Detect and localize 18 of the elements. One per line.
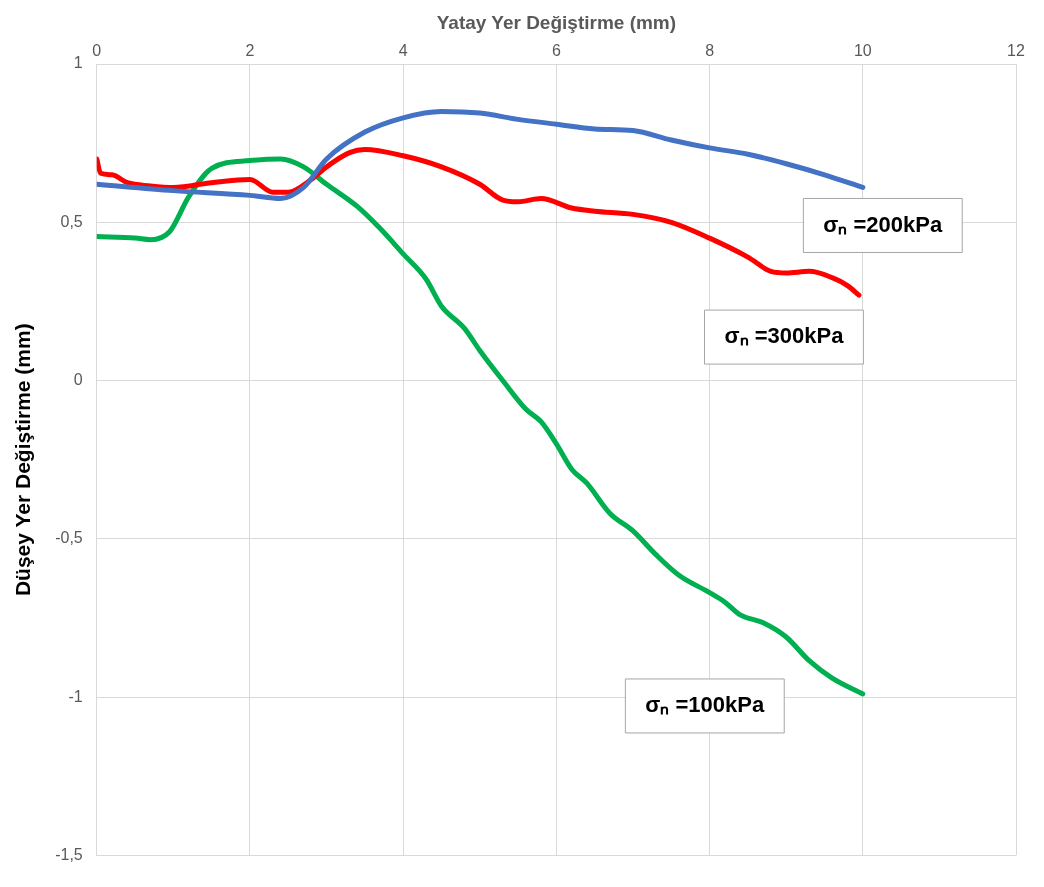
x-tick-label: 4 [398,41,408,59]
x-tick-label: 0 [92,41,102,59]
x-axis-title: Yatay Yer Değiştirme (mm) [436,11,677,33]
x-tick-label: 12 [1007,41,1025,59]
y-tick-label: 0,5 [60,212,83,230]
x-tick-label: 2 [245,41,255,59]
series-label: σₙ =300kPa [724,323,845,349]
series-label: σₙ =200kPa [823,211,943,237]
y-tick-label: 0 [73,370,83,388]
text: σₙ =100kPa [645,692,765,718]
y-tick-label: -1,5 [55,845,83,863]
x-tick-label: 10 [853,41,872,59]
y-tick-label: 1 [73,54,83,72]
x-tick-label: 6 [551,41,561,59]
y-tick-label: -1 [68,687,83,705]
y-tick-label: -0,5 [55,529,83,547]
y-axis-title: Düşey Yer Değiştirme (mm) [11,323,35,597]
x-tick-label: 8 [705,41,715,59]
